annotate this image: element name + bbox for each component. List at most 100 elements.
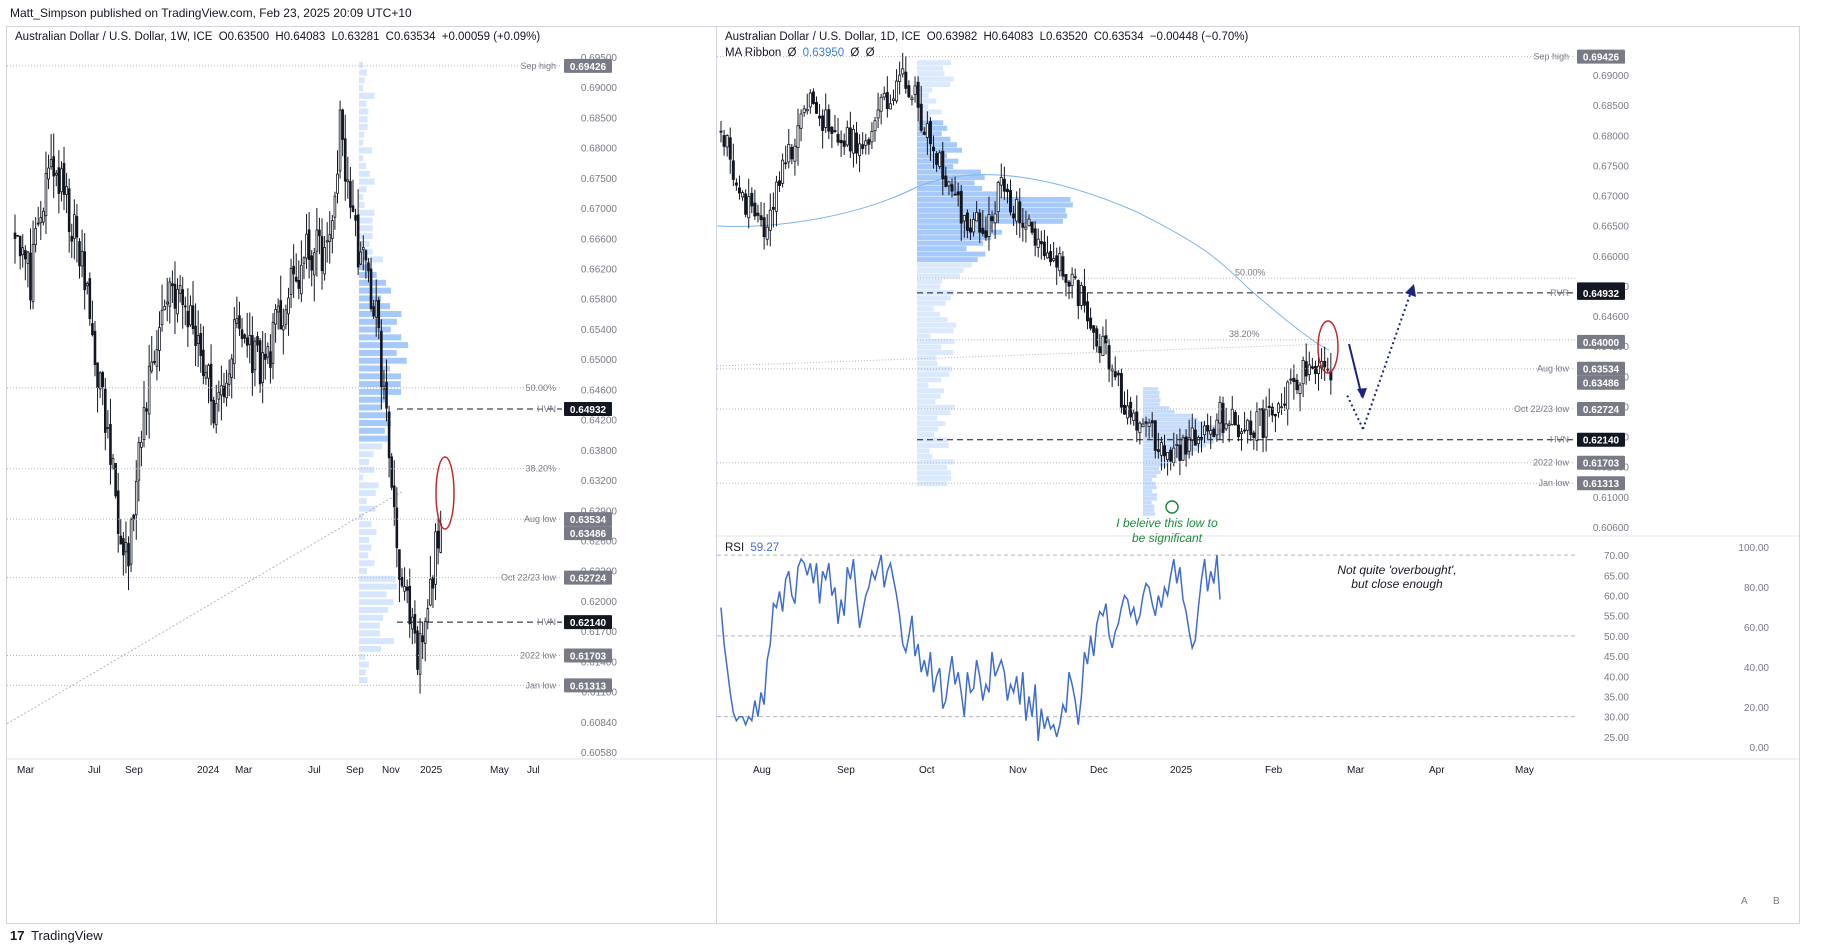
daily-volume-profile-bar: [1143, 500, 1152, 505]
weekly-candle-body: [158, 327, 161, 351]
daily-candle-body: [984, 230, 988, 238]
daily-candle-body: [965, 212, 969, 231]
btn-a[interactable]: A: [1741, 896, 1748, 907]
weekly-volume-profile-bar: [359, 638, 394, 645]
weekly-volume-profile-bar: [359, 186, 367, 193]
weekly-candle-body: [403, 586, 406, 592]
daily-candle-body: [731, 160, 735, 180]
weekly-chart-pane[interactable]: 0.69500 0.69000 0.68500 0.68000 0.67500 0.670…: [6, 26, 719, 924]
weekly-price-tick-label: 0.69000: [581, 83, 618, 94]
weekly-candle-body: [147, 365, 151, 415]
daily-volume-profile-bar: [917, 328, 954, 334]
weekly-candles: [13, 100, 442, 694]
weekly-candle-body: [78, 241, 81, 267]
weekly-candle-body: [361, 246, 365, 251]
weekly-candle-body: [209, 363, 213, 402]
daily-level-tag: 0.63534: [1583, 365, 1620, 376]
daily-candle-body: [1033, 228, 1037, 246]
weekly-candle-body: [271, 321, 275, 364]
weekly-candle-body: [176, 289, 179, 315]
daily-level-label: Aug low: [1537, 364, 1570, 374]
daily-level-label: Sep high: [1533, 52, 1569, 62]
weekly-volume-profile-bar: [359, 131, 365, 138]
weekly-candle-body: [248, 335, 252, 345]
daily-candle-body: [1009, 190, 1013, 213]
weekly-volume-profile-bar: [359, 170, 370, 177]
daily-volume-profile-bar: [917, 453, 933, 459]
tradingview-logo[interactable]: 17 TradingView: [10, 928, 103, 943]
rsi-right-tick-label: 80.00: [1744, 583, 1769, 594]
weekly-level-tag-bg: [564, 678, 612, 693]
daily-volume-profile-bar: [917, 284, 941, 290]
weekly-volume-profile-bar: [359, 669, 366, 676]
daily-candle-body: [888, 103, 892, 110]
weekly-volume-profile-bar: [359, 147, 372, 154]
daily-low: L0.63520: [1039, 31, 1088, 43]
weekly-volume-profile-bar: [359, 544, 372, 551]
weekly-level-label: 50.00%: [525, 383, 556, 393]
weekly-candle-body: [83, 251, 86, 291]
daily-volume-profile-bar: [1143, 406, 1170, 410]
daily-candle-body: [978, 212, 982, 233]
weekly-volume-profile-bar: [359, 404, 383, 411]
weekly-price-tick-label: 0.68500: [581, 113, 618, 124]
weekly-volume-profile-bar: [359, 217, 373, 224]
daily-chart-svg[interactable]: 0.69000 0.68500 0.68000 0.67500 0.67000 0.665…: [717, 27, 1799, 923]
daily-volume-profile-bar: [917, 251, 986, 257]
publish-header: Matt_Simpson published on TradingView.co…: [0, 0, 1838, 26]
daily-candle-body: [938, 152, 942, 167]
daily-candle-body: [1212, 428, 1216, 437]
daily-volume-profile-bar: [917, 448, 930, 454]
daily-volume-profile-bar: [917, 207, 1066, 213]
weekly-candle-body: [171, 283, 174, 287]
daily-candle-body: [1261, 408, 1265, 438]
weekly-candle-body: [31, 243, 35, 303]
btn-b[interactable]: B: [1773, 896, 1780, 907]
daily-candle-body: [944, 175, 948, 187]
daily-volume-profile-bar: [1143, 432, 1224, 437]
rsi-tick-label: 55.00: [1604, 612, 1629, 623]
daily-candle-body: [1169, 449, 1173, 462]
daily-candle-body: [793, 145, 797, 162]
daily-volume-profile-bar: [917, 142, 957, 148]
weekly-candle-body: [88, 278, 92, 320]
weekly-candle-body: [300, 264, 303, 295]
daily-candle-body: [950, 184, 954, 192]
weekly-candle-body: [98, 372, 102, 390]
ma-ribbon-name: MA Ribbon: [725, 47, 782, 59]
daily-candle-body: [959, 190, 963, 224]
weekly-candle-body: [367, 262, 370, 272]
weekly-candle-body: [292, 265, 295, 275]
weekly-volume-profile-bar: [359, 482, 379, 489]
daily-chart-pane[interactable]: 0.69000 0.68500 0.68000 0.67500 0.67000 0.665…: [716, 26, 1800, 924]
weekly-candle-body: [173, 283, 177, 309]
daily-candle-body: [756, 212, 760, 216]
daily-volume-profile-bar: [917, 426, 939, 432]
daily-symbol: Australian Dollar / U.S. Dollar, 1D, ICE: [725, 31, 921, 43]
weekly-candle-body: [323, 247, 326, 275]
daily-volume-profile-bar: [917, 76, 954, 82]
daily-candle-body: [1255, 411, 1259, 441]
weekly-volume-profile-bar: [359, 591, 387, 598]
daily-volume-profile-bar: [1143, 398, 1161, 403]
weekly-level-tag: 0.63486: [570, 529, 607, 540]
weekly-level-tag: 0.61313: [570, 681, 607, 692]
weekly-candle-body: [364, 250, 368, 261]
daily-volume-profile-bar: [1143, 428, 1223, 433]
weekly-price-tick-label: 0.67500: [581, 174, 618, 185]
daily-candle-body: [901, 68, 905, 75]
weekly-candle-body: [222, 385, 226, 397]
weekly-time-tick-label: Nov: [382, 765, 400, 776]
daily-candle-body: [833, 130, 837, 132]
daily-candle-body: [824, 109, 828, 128]
rsi-tick-label: 40.00: [1604, 672, 1629, 683]
daily-candle-body: [1141, 423, 1145, 428]
weekly-volume-profile-bar: [359, 240, 370, 247]
weekly-chart-svg[interactable]: 0.69500 0.69000 0.68500 0.68000 0.67500 0.670…: [7, 27, 718, 923]
daily-time-tick-label: Dec: [1090, 765, 1108, 776]
daily-level-tag: 0.63486: [1583, 379, 1620, 390]
daily-candle-body: [744, 193, 748, 215]
daily-volume-profile-bar: [917, 481, 948, 487]
weekly-candle-body: [39, 217, 43, 224]
daily-price-tick-label: 0.67000: [1593, 192, 1630, 203]
